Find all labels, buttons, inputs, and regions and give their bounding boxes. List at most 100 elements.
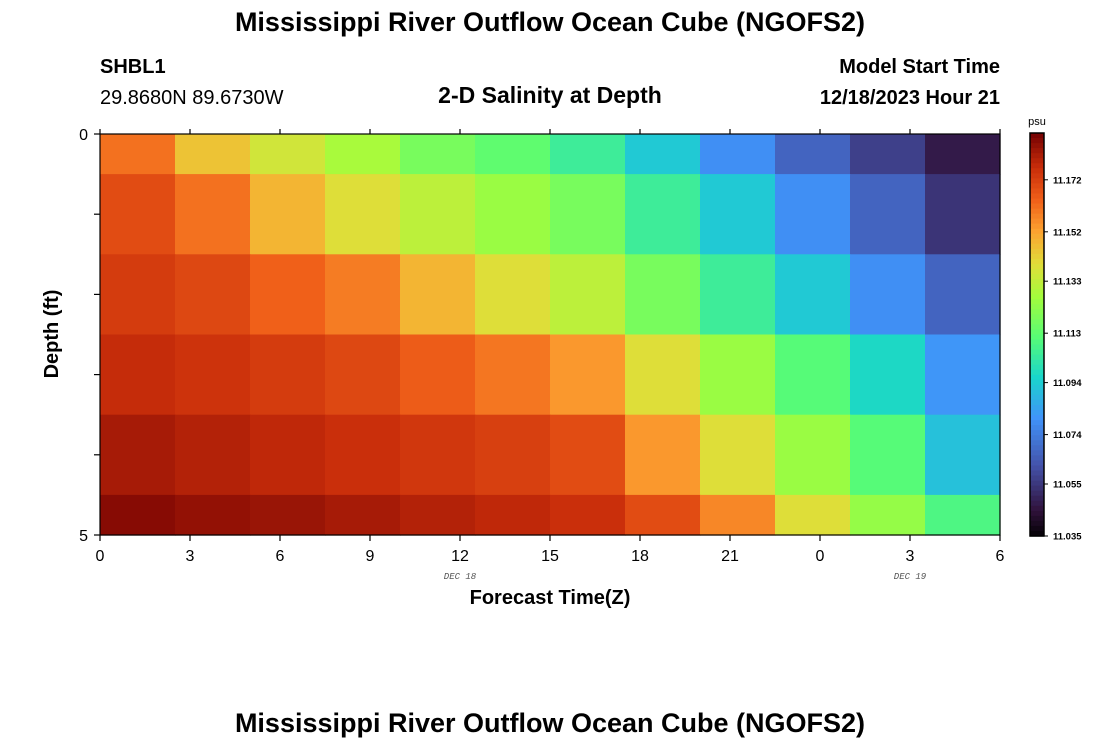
heatmap-cell <box>250 134 326 175</box>
x-tick-label: 12 <box>451 548 469 565</box>
x-day-label: DEC 18 <box>444 572 477 582</box>
heatmap-cell <box>850 134 926 175</box>
colorbar-segment <box>1030 309 1044 315</box>
heatmap-cell <box>175 334 251 416</box>
heatmap-cell <box>175 174 251 255</box>
heatmap-cell <box>400 334 476 416</box>
heatmap-cell <box>700 254 776 336</box>
heatmap-cell <box>175 134 251 175</box>
colorbar-segment <box>1030 379 1044 386</box>
x-axis-label: Forecast Time(Z) <box>470 587 631 609</box>
heatmap-cell <box>625 414 701 496</box>
x-tick-label: 0 <box>96 548 105 565</box>
colorbar-tick-label: 11.152 <box>1053 227 1082 238</box>
colorbar-segment <box>1030 233 1044 240</box>
x-tick-label: 0 <box>816 548 825 565</box>
x-tick-label: 9 <box>366 548 375 565</box>
colorbar-segment <box>1030 274 1044 280</box>
colorbar-segment <box>1030 460 1044 467</box>
colorbar-segment <box>1030 344 1044 351</box>
heatmap-cell <box>550 414 626 496</box>
heatmap-cell <box>100 494 176 536</box>
colorbar-segment <box>1030 455 1044 462</box>
heatmap-cell <box>325 334 401 416</box>
colorbar-segment <box>1030 420 1044 426</box>
colorbar-segment <box>1030 294 1044 300</box>
x-tick-label: 18 <box>631 548 649 565</box>
colorbar-segment <box>1030 490 1044 497</box>
colorbar-segment <box>1030 173 1044 179</box>
heatmap-cell <box>250 254 326 336</box>
colorbar-segment <box>1030 168 1044 174</box>
heatmap-cell <box>175 254 251 336</box>
colorbar-segment <box>1030 218 1044 225</box>
heatmap-cell <box>325 134 401 175</box>
colorbar: psu 11.172 11.152 11.133 11.113 11.094 11.074 1… <box>1028 116 1082 543</box>
x-tick-label: 6 <box>276 548 285 565</box>
colorbar-segment <box>1030 394 1044 401</box>
x-tick-label: 15 <box>541 548 559 565</box>
colorbar-segment <box>1030 415 1044 421</box>
colorbar-segment <box>1030 319 1044 326</box>
heatmap-cell <box>550 134 626 175</box>
colorbar-segment <box>1030 405 1044 411</box>
colorbar-segment <box>1030 203 1044 210</box>
heatmap-cell <box>625 134 701 175</box>
heatmap-cell <box>325 414 401 496</box>
heatmap-cell <box>100 174 176 255</box>
heatmap-cell <box>850 174 926 255</box>
colorbar-segment <box>1030 399 1044 406</box>
station-coords: 29.8680N 89.6730W <box>100 87 284 109</box>
colorbar-segment <box>1030 520 1044 527</box>
colorbar-segment <box>1030 339 1044 346</box>
colorbar-segment <box>1030 248 1044 255</box>
colorbar-segment <box>1030 349 1044 356</box>
colorbar-segment <box>1030 475 1044 482</box>
heatmap-cell <box>250 334 326 416</box>
x-day-label: DEC 19 <box>894 572 927 582</box>
colorbar-tick-label: 11.133 <box>1053 277 1082 288</box>
colorbar-segment <box>1030 253 1044 260</box>
heatmap-cell <box>175 494 251 536</box>
colorbar-segment <box>1030 530 1044 537</box>
colorbar-segment <box>1030 384 1044 391</box>
heatmap-cell <box>775 174 851 255</box>
colorbar-segment <box>1030 364 1044 371</box>
colorbar-unit: psu <box>1028 116 1046 128</box>
colorbar-segment <box>1030 148 1044 154</box>
colorbar-segment <box>1030 208 1044 215</box>
x-tick-label: 3 <box>906 548 915 565</box>
colorbar-segment <box>1030 228 1044 235</box>
heatmap-cell <box>250 174 326 255</box>
heatmap-cell <box>175 414 251 496</box>
heatmap-cell <box>550 254 626 336</box>
heatmap-cell <box>850 494 926 536</box>
heatmap-cell <box>400 174 476 255</box>
heatmap-cell <box>775 414 851 496</box>
colorbar-segment <box>1030 213 1044 220</box>
heatmap-cell <box>700 494 776 536</box>
colorbar-frame <box>1029 132 1045 537</box>
heatmap-cell <box>475 254 551 336</box>
heatmap-cell <box>100 254 176 336</box>
heatmap-cell <box>475 134 551 175</box>
colorbar-segment <box>1030 505 1044 512</box>
heatmap-cell <box>700 134 776 175</box>
colorbar-segment <box>1030 450 1044 456</box>
footer-title: Mississippi River Outflow Ocean Cube (NG… <box>234 708 866 738</box>
colorbar-segment <box>1030 198 1044 205</box>
colorbar-segment <box>1030 425 1044 431</box>
colorbar-segment <box>1030 510 1044 517</box>
colorbar-segment <box>1030 410 1044 416</box>
colorbar-segment <box>1030 500 1044 507</box>
heatmap-cell <box>925 334 1001 416</box>
heatmap-cell <box>700 334 776 416</box>
colorbar-segment <box>1030 430 1044 436</box>
heatmap-cell <box>625 494 701 536</box>
heatmap-cell <box>775 134 851 175</box>
colorbar-segment <box>1030 243 1044 250</box>
heatmap-cells <box>100 134 1001 536</box>
heatmap-cell <box>475 494 551 536</box>
heatmap-cell <box>925 174 1001 255</box>
